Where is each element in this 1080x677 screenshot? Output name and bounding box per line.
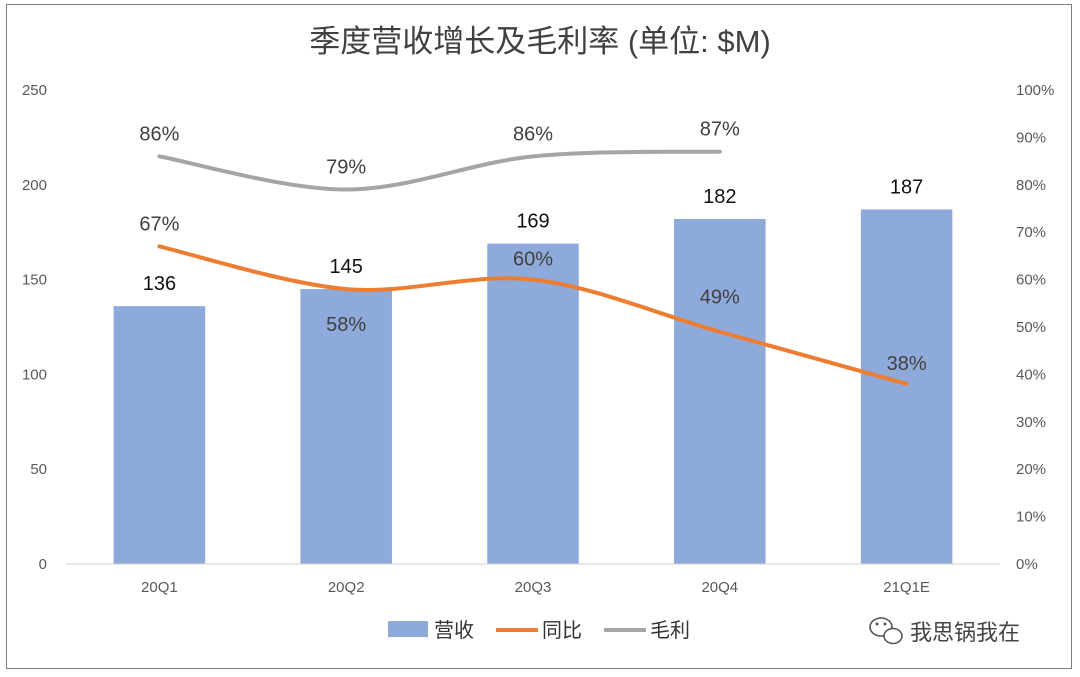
right-tick-label: 90%: [1016, 129, 1046, 146]
legend-swatch-revenue: [388, 621, 428, 637]
legend-label-yoy: 同比: [542, 619, 582, 642]
x-tick-label: 20Q2: [328, 579, 365, 596]
right-tick-label: 10%: [1016, 509, 1046, 526]
legend-label-revenue: 营收: [434, 619, 474, 642]
x-tick-label: 20Q1: [141, 579, 178, 596]
data-labels: 136 145 169 182 187 67% 58% 60% 49% 38% 86% 79% 86% 8…: [139, 119, 926, 375]
chart-title: 季度营收增长及毛利率 (单位: $M): [309, 24, 771, 59]
bar-20Q4: [674, 218, 766, 565]
right-tick-label: 80%: [1016, 177, 1046, 194]
yoy-value-label: 60%: [513, 249, 553, 271]
left-tick-label: 250: [22, 82, 47, 99]
right-tick-label: 50%: [1016, 319, 1046, 336]
bar-value-label: 145: [330, 256, 363, 278]
legend-label-margin: 毛利: [650, 619, 690, 642]
margin-line: [157, 149, 722, 192]
left-tick-label: 50: [30, 461, 47, 478]
right-tick-label: 0%: [1016, 556, 1038, 573]
x-tick-label: 21Q1E: [883, 579, 930, 596]
yoy-value-label: 67%: [139, 213, 179, 235]
left-tick-label: 100: [22, 366, 47, 383]
x-tick-label: 20Q3: [515, 579, 552, 596]
yoy-value-label: 58%: [326, 314, 366, 336]
bar-21Q1E: [860, 209, 953, 564]
right-axis: 0% 10% 20% 30% 40% 50% 60% 70% 80% 90% 100%: [1016, 82, 1054, 573]
left-tick-label: 150: [22, 272, 47, 289]
bar-value-label: 182: [703, 186, 736, 208]
bar-20Q3: [487, 243, 579, 565]
yoy-line: [157, 244, 909, 386]
left-tick-label: 0: [39, 556, 47, 573]
yoy-value-label: 49%: [700, 287, 740, 309]
bar-value-label: 187: [890, 176, 923, 198]
right-tick-label: 30%: [1016, 414, 1046, 431]
margin-value-label: 79%: [326, 157, 366, 179]
right-tick-label: 40%: [1016, 366, 1046, 383]
bar-20Q2: [300, 289, 392, 564]
margin-value-label: 86%: [513, 123, 553, 145]
wechat-icon: [869, 617, 903, 645]
watermark: 我思锅我在: [869, 617, 1020, 645]
right-tick-label: 70%: [1016, 224, 1046, 241]
right-tick-label: 100%: [1016, 82, 1054, 99]
margin-value-label: 86%: [139, 123, 179, 145]
x-tick-label: 20Q4: [701, 579, 738, 596]
yoy-value-label: 38%: [887, 353, 927, 375]
right-tick-label: 20%: [1016, 461, 1046, 478]
right-tick-label: 60%: [1016, 272, 1046, 289]
x-axis: 20Q1 20Q2 20Q3 20Q4 21Q1E: [141, 579, 930, 596]
watermark-text: 我思锅我在: [910, 620, 1020, 645]
left-axis: 0 50 100 150 200 250: [22, 82, 47, 573]
bar-value-label: 136: [143, 273, 176, 295]
bar-value-label: 169: [516, 211, 549, 233]
margin-value-label: 87%: [700, 119, 740, 141]
left-tick-label: 200: [22, 177, 47, 194]
bar-20Q1: [113, 306, 206, 564]
bar-series: [113, 209, 953, 565]
line-series: [157, 149, 909, 386]
legend: 营收 同比 毛利: [388, 619, 690, 642]
